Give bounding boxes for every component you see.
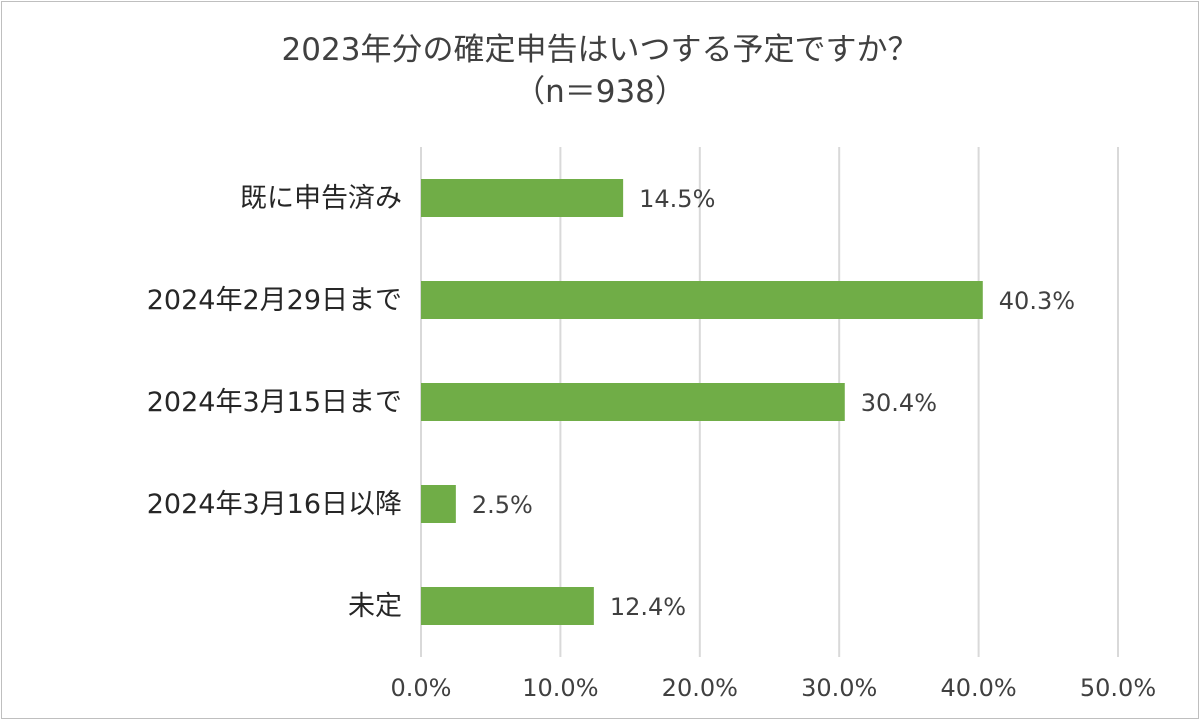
category-label: 未定 — [348, 591, 402, 622]
data-label: 2.5% — [472, 491, 533, 519]
chart-title: 2023年分の確定申告はいつする予定ですか？ — [282, 32, 919, 68]
category-label: 2024年2月29日まで — [147, 285, 402, 316]
data-label: 40.3% — [999, 287, 1075, 315]
data-label: 14.5% — [639, 185, 715, 213]
chart-subtitle: （n＝938） — [514, 74, 686, 110]
category-label: 2024年3月15日まで — [147, 387, 402, 418]
bar — [421, 281, 983, 319]
x-axis-tick-labels: 0.0% 10.0% 20.0% 30.0% 40.0% 50.0% — [391, 674, 1157, 702]
data-label: 12.4% — [610, 593, 686, 621]
x-tick-label: 30.0% — [801, 674, 877, 702]
x-tick-label: 50.0% — [1080, 674, 1156, 702]
bar — [421, 587, 594, 625]
bar — [421, 383, 845, 421]
data-label: 30.4% — [861, 389, 937, 417]
x-tick-label: 40.0% — [940, 674, 1016, 702]
bar — [421, 179, 624, 217]
value-labels: 14.5% 40.3% 30.4% 2.5% 12.4% — [472, 185, 1075, 621]
category-label: 2024年3月16日以降 — [147, 489, 402, 520]
bars — [421, 179, 983, 625]
x-tick-label: 0.0% — [391, 674, 452, 702]
category-labels: 既に申告済み 2024年2月29日まで 2024年3月15日まで 2024年3月16日… — [147, 183, 402, 622]
bar — [421, 485, 456, 523]
category-label: 既に申告済み — [240, 183, 402, 214]
x-tick-label: 20.0% — [662, 674, 738, 702]
x-tick-label: 10.0% — [522, 674, 598, 702]
